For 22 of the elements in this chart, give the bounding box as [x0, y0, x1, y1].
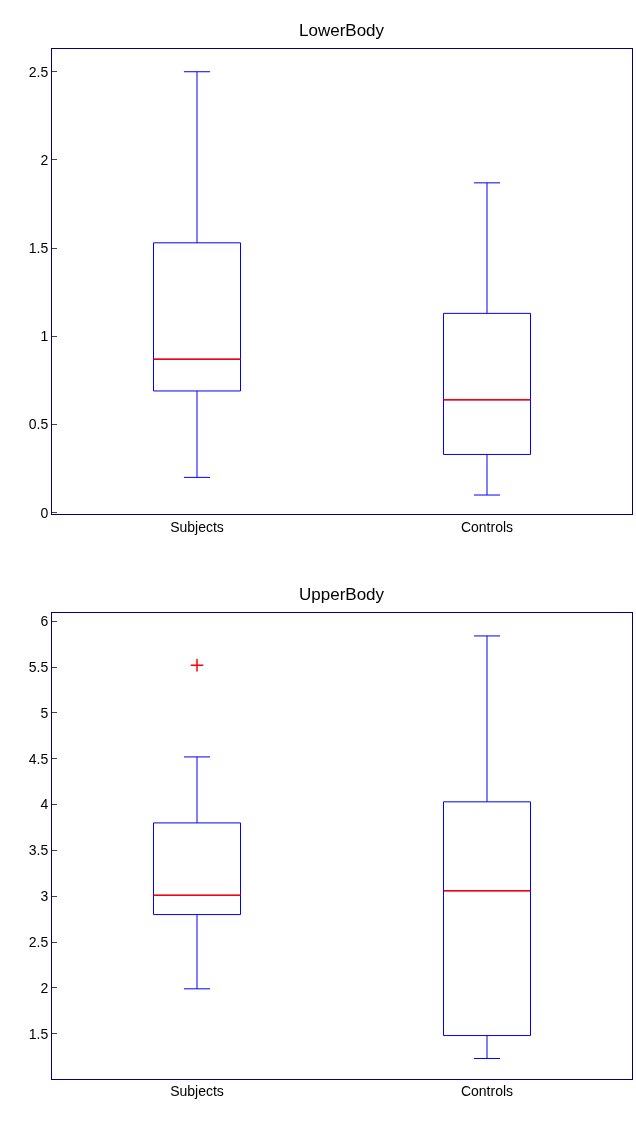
y-tick-label: 1.5 — [28, 1025, 49, 1042]
y-tick-label: 2.5 — [28, 933, 49, 950]
chart-title: UpperBody — [299, 585, 385, 604]
y-tick-label: 4 — [40, 796, 49, 813]
y-tick-label: 5 — [40, 704, 49, 721]
y-tick-label: 4.5 — [28, 750, 49, 767]
chart-title: LowerBody — [299, 21, 385, 40]
y-tick-label: 5.5 — [28, 659, 49, 675]
x-tick-label: Subjects — [170, 1083, 224, 1100]
y-tick-label: 2 — [40, 151, 49, 168]
y-tick-label: 2 — [40, 979, 49, 996]
y-tick-label: 3 — [40, 888, 49, 905]
y-tick-label: 1 — [40, 328, 49, 345]
y-tick-label: 6 — [40, 613, 49, 630]
y-tick-label: 0.5 — [28, 416, 49, 433]
y-tick-label: 1.5 — [28, 240, 49, 257]
y-tick-label: 3.5 — [28, 842, 49, 859]
y-tick-label: 2.5 — [28, 63, 49, 80]
y-tick-label: 0 — [40, 504, 49, 521]
x-tick-label: Controls — [460, 519, 514, 536]
x-tick-label: Subjects — [170, 519, 224, 536]
x-tick-label: Controls — [460, 1083, 514, 1100]
